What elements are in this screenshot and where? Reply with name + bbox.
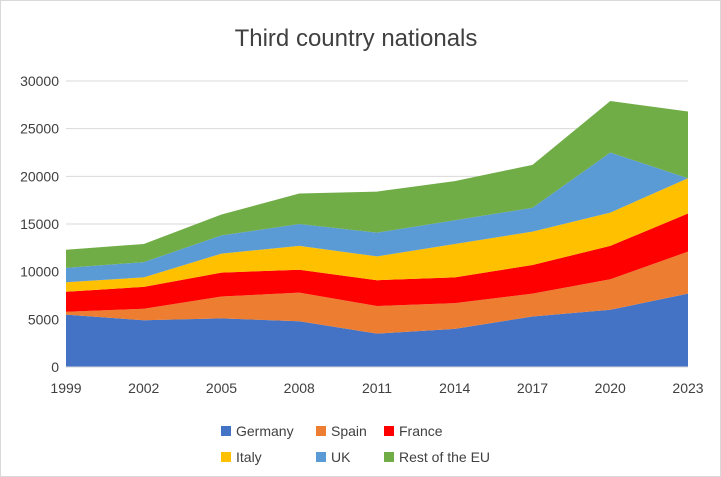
legend-swatch-germany [221, 426, 231, 436]
x-tick-label-2008: 2008 [284, 380, 315, 396]
y-tick-label-15000: 15000 [20, 216, 59, 232]
area-spain [66, 251, 688, 334]
legend-label-france: France [399, 423, 443, 439]
area-italy [66, 178, 688, 292]
x-tick-label-1999: 1999 [50, 380, 81, 396]
y-tick-label-25000: 25000 [20, 121, 59, 137]
legend-label-uk: UK [331, 449, 351, 465]
legend: Germany Spain France Italy UK Rest of the EU [221, 423, 490, 465]
y-tick-label-0: 0 [51, 359, 59, 375]
x-tick-label-2017: 2017 [517, 380, 548, 396]
legend-label-spain: Spain [331, 423, 367, 439]
y-tick-label-20000: 20000 [20, 168, 59, 184]
y-tick-label-30000: 30000 [20, 73, 59, 89]
legend-swatch-rest-of-the-eu [384, 452, 394, 462]
legend-swatch-uk [316, 452, 326, 462]
x-tick-label-2011: 2011 [362, 380, 392, 396]
legend-swatch-spain [316, 426, 326, 436]
legend-swatch-italy [221, 452, 231, 462]
legend-label-italy: Italy [236, 449, 262, 465]
chart-title: Third country nationals [235, 25, 478, 52]
area-uk [66, 152, 688, 283]
x-tick-label-2002: 2002 [128, 380, 159, 396]
legend-swatch-france [384, 426, 394, 436]
x-tick-label-2020: 2020 [595, 380, 626, 396]
area-series-layer [66, 101, 688, 367]
area-rest-of-the-eu [66, 101, 688, 268]
area-france [66, 213, 688, 312]
area-germany [66, 293, 688, 367]
x-tick-label-2014: 2014 [439, 380, 470, 396]
legend-label-rest-of-the-eu: Rest of the EU [399, 449, 490, 465]
axis-layer: 0 5000 10000 15000 20000 25000 30000 1999 2002 20… [20, 73, 704, 396]
y-tick-label-5000: 5000 [28, 311, 59, 327]
x-tick-label-2005: 2005 [206, 380, 237, 396]
x-tick-label-2023: 2023 [672, 380, 703, 396]
y-tick-label-10000: 10000 [20, 264, 59, 280]
legend-label-germany: Germany [236, 423, 294, 439]
